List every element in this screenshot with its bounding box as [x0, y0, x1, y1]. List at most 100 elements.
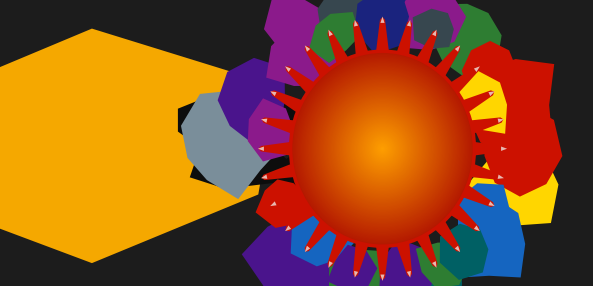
- Ellipse shape: [332, 95, 433, 202]
- Ellipse shape: [296, 57, 468, 240]
- Ellipse shape: [311, 73, 454, 224]
- Polygon shape: [393, 247, 462, 286]
- Polygon shape: [450, 66, 479, 94]
- Ellipse shape: [342, 106, 423, 191]
- Polygon shape: [286, 66, 315, 94]
- Polygon shape: [270, 91, 276, 96]
- Ellipse shape: [291, 51, 474, 246]
- Polygon shape: [397, 21, 412, 55]
- Polygon shape: [261, 97, 338, 154]
- Ellipse shape: [378, 144, 387, 154]
- Ellipse shape: [314, 76, 451, 222]
- Ellipse shape: [331, 94, 434, 204]
- Ellipse shape: [381, 148, 384, 150]
- Polygon shape: [259, 142, 291, 156]
- Ellipse shape: [303, 65, 462, 233]
- Ellipse shape: [317, 79, 448, 218]
- Ellipse shape: [315, 77, 450, 221]
- Ellipse shape: [355, 120, 410, 178]
- Ellipse shape: [302, 63, 463, 234]
- Ellipse shape: [336, 99, 429, 199]
- Ellipse shape: [319, 82, 446, 216]
- Ellipse shape: [356, 121, 409, 177]
- Ellipse shape: [307, 68, 458, 229]
- Polygon shape: [450, 204, 479, 231]
- Ellipse shape: [364, 129, 401, 168]
- Polygon shape: [498, 174, 504, 179]
- Ellipse shape: [371, 136, 394, 161]
- Ellipse shape: [323, 85, 442, 212]
- Ellipse shape: [304, 66, 461, 232]
- Polygon shape: [305, 246, 310, 252]
- Ellipse shape: [365, 130, 400, 167]
- Polygon shape: [354, 271, 358, 278]
- Ellipse shape: [339, 102, 426, 195]
- Ellipse shape: [295, 56, 470, 241]
- Polygon shape: [397, 242, 412, 277]
- Ellipse shape: [340, 104, 425, 194]
- Polygon shape: [329, 261, 333, 268]
- Polygon shape: [474, 225, 480, 231]
- Ellipse shape: [359, 124, 406, 173]
- Ellipse shape: [347, 111, 418, 186]
- Polygon shape: [248, 98, 294, 162]
- Polygon shape: [416, 30, 438, 64]
- Polygon shape: [258, 146, 264, 151]
- Polygon shape: [178, 94, 261, 149]
- Polygon shape: [416, 233, 438, 267]
- Ellipse shape: [354, 118, 411, 179]
- Polygon shape: [291, 198, 360, 266]
- Ellipse shape: [370, 135, 395, 162]
- Polygon shape: [271, 90, 302, 113]
- Polygon shape: [327, 245, 377, 286]
- Ellipse shape: [361, 126, 404, 172]
- Ellipse shape: [310, 72, 455, 226]
- Polygon shape: [305, 221, 330, 252]
- Polygon shape: [455, 45, 460, 52]
- Polygon shape: [353, 21, 368, 55]
- Polygon shape: [470, 164, 503, 180]
- Polygon shape: [445, 194, 525, 278]
- Polygon shape: [395, 0, 466, 50]
- Ellipse shape: [368, 133, 397, 164]
- Polygon shape: [270, 201, 276, 206]
- Ellipse shape: [358, 123, 407, 174]
- Polygon shape: [381, 275, 384, 281]
- Polygon shape: [474, 142, 506, 156]
- Ellipse shape: [299, 60, 466, 238]
- Polygon shape: [432, 261, 436, 268]
- Polygon shape: [407, 20, 411, 27]
- Polygon shape: [273, 152, 362, 200]
- Polygon shape: [190, 146, 291, 189]
- Polygon shape: [262, 117, 295, 134]
- Ellipse shape: [375, 141, 390, 156]
- Ellipse shape: [380, 146, 385, 151]
- Ellipse shape: [349, 113, 416, 184]
- Ellipse shape: [327, 90, 438, 207]
- Ellipse shape: [333, 96, 432, 201]
- Polygon shape: [489, 201, 495, 206]
- Polygon shape: [407, 271, 411, 278]
- Polygon shape: [285, 225, 291, 231]
- Polygon shape: [462, 41, 517, 103]
- Polygon shape: [305, 45, 310, 52]
- Ellipse shape: [369, 134, 396, 163]
- Polygon shape: [262, 164, 295, 180]
- Polygon shape: [256, 179, 310, 228]
- Polygon shape: [457, 70, 507, 134]
- Polygon shape: [483, 101, 562, 196]
- Polygon shape: [381, 17, 384, 23]
- Ellipse shape: [363, 128, 402, 169]
- Polygon shape: [317, 0, 380, 43]
- Ellipse shape: [320, 83, 445, 214]
- Polygon shape: [440, 224, 489, 280]
- Polygon shape: [327, 30, 349, 64]
- Polygon shape: [271, 185, 302, 207]
- Ellipse shape: [372, 138, 393, 160]
- Polygon shape: [327, 233, 349, 267]
- Ellipse shape: [309, 71, 456, 227]
- Ellipse shape: [321, 84, 444, 213]
- Ellipse shape: [300, 61, 466, 237]
- Ellipse shape: [337, 101, 428, 196]
- Ellipse shape: [374, 140, 391, 157]
